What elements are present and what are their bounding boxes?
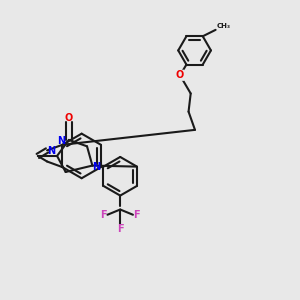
Text: O: O [65,113,73,123]
Text: N: N [57,136,65,146]
Text: N: N [47,146,55,156]
Text: CH₃: CH₃ [217,23,231,29]
Text: N: N [92,162,100,172]
Text: O: O [176,70,184,80]
Text: F: F [134,210,140,220]
Text: F: F [100,210,107,220]
Text: F: F [117,224,124,234]
